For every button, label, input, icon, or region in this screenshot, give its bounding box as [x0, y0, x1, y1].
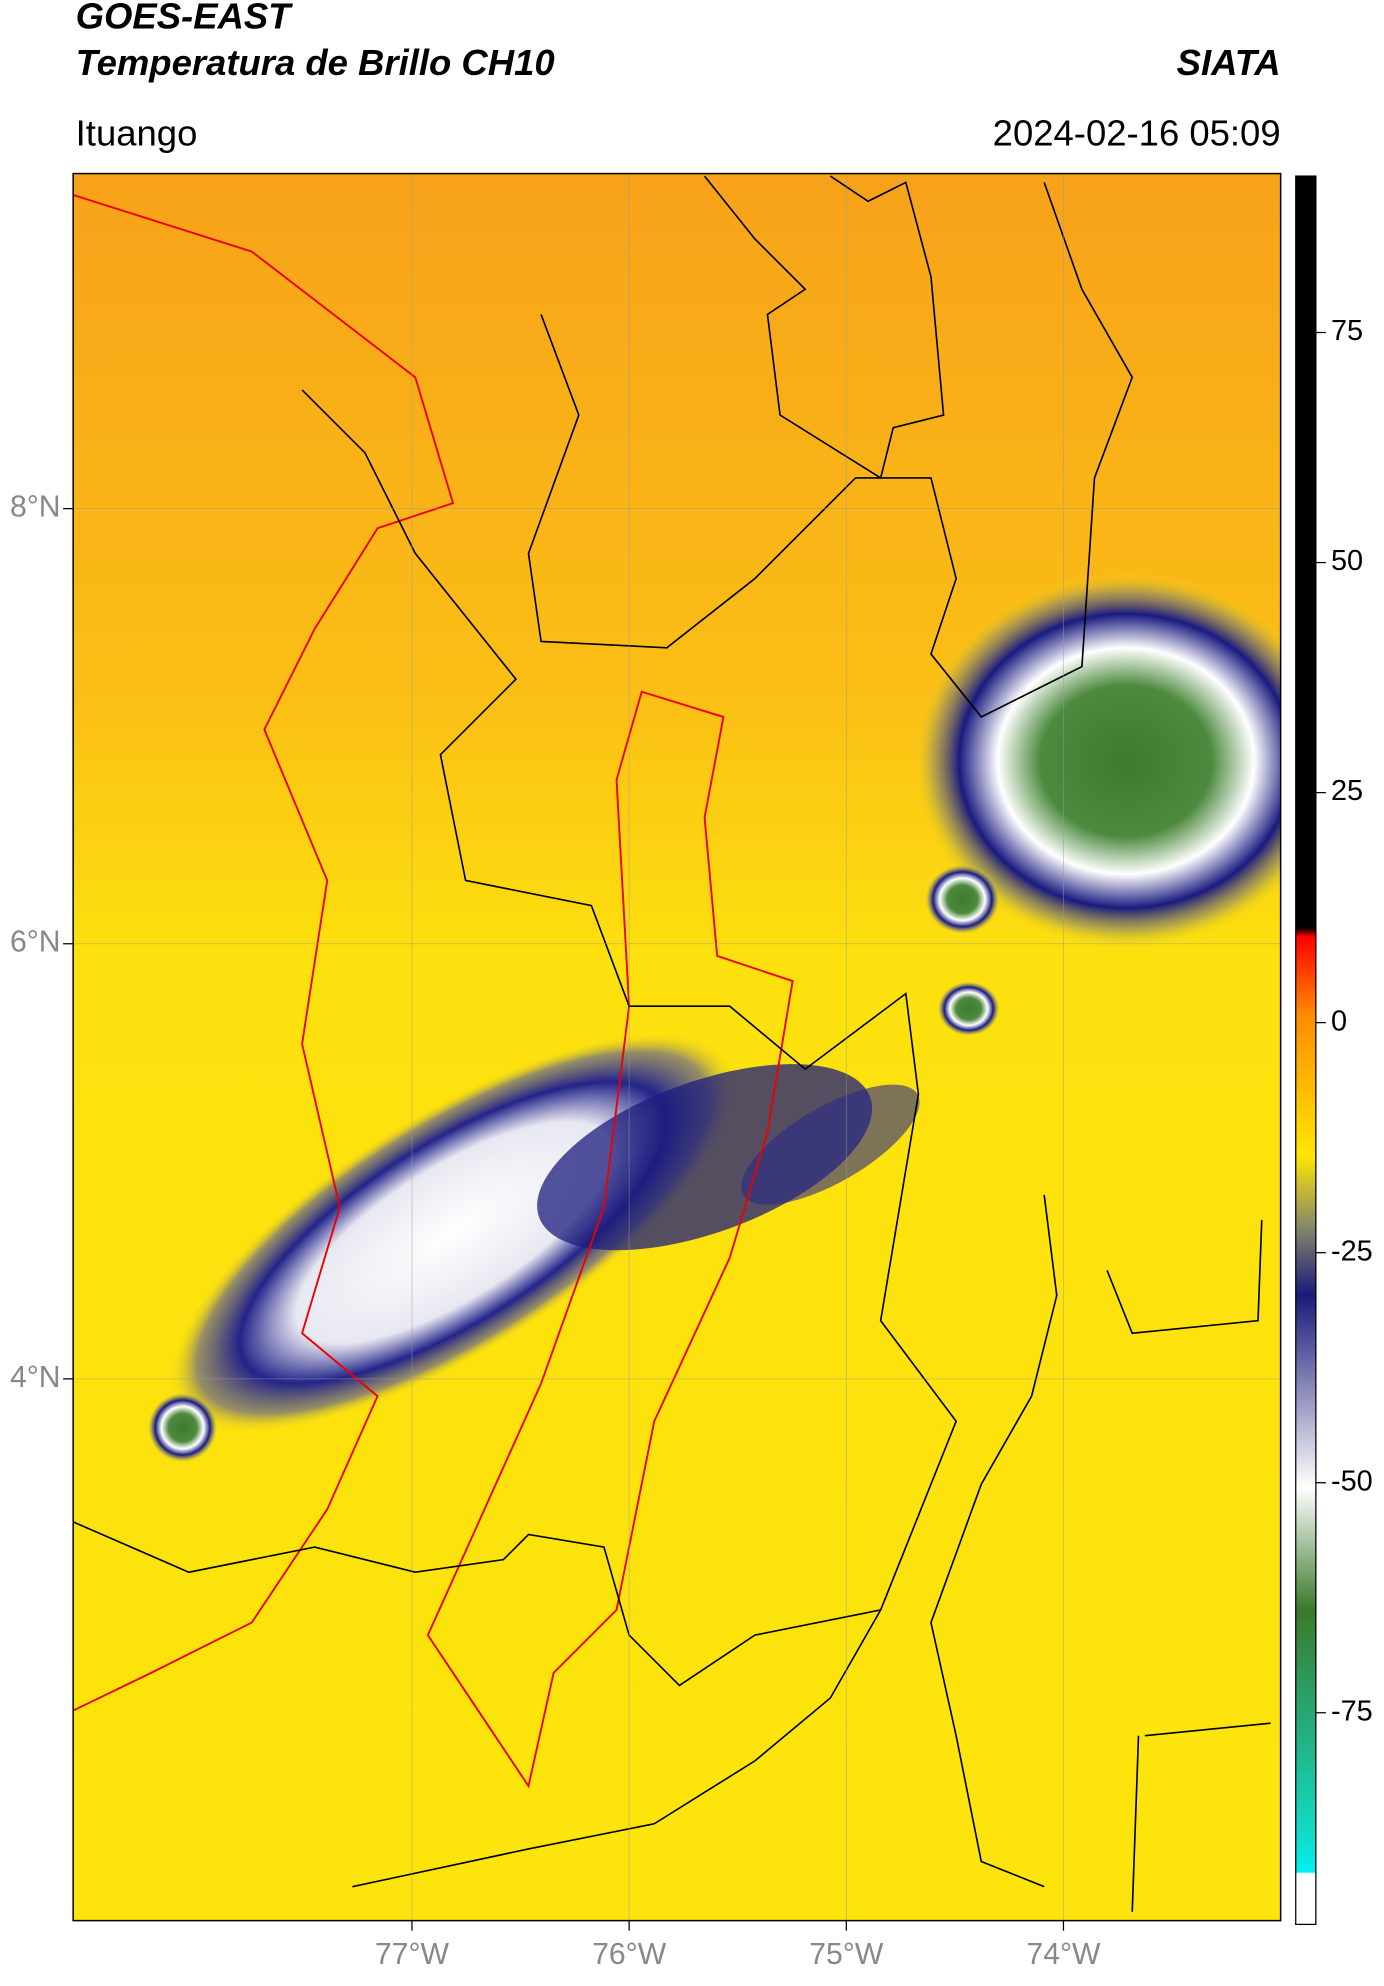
colorbar-tick-label: 0 — [1331, 1005, 1347, 1037]
title: GOES-EAST — [76, 0, 294, 37]
x-tick-label: 76°W — [592, 1938, 667, 1971]
subtitle: Temperatura de Brillo CH10 — [76, 42, 555, 83]
map-image — [73, 173, 1281, 1921]
x-tick-label: 77°W — [375, 1938, 450, 1971]
y-tick-label: 6°N — [10, 926, 61, 959]
datetime: 2024-02-16 05:09 — [993, 112, 1281, 153]
colorbar-tick-label: 50 — [1331, 545, 1363, 577]
colorbar-tick-label: 75 — [1331, 315, 1363, 347]
colorbar-tick-label: -75 — [1331, 1695, 1373, 1727]
y-tick-label: 8°N — [10, 491, 61, 524]
grid — [73, 173, 1281, 1921]
colorbar-tick-label: 25 — [1331, 775, 1363, 807]
colorbar-tick-label: -50 — [1331, 1465, 1373, 1497]
x-tick-label: 75°W — [809, 1938, 884, 1971]
organization: SIATA — [1177, 42, 1281, 83]
colorbar-tick-label: -25 — [1331, 1235, 1373, 1267]
location: Ituango — [76, 112, 198, 153]
x-tick-label: 74°W — [1026, 1938, 1101, 1971]
y-tick-label: 4°N — [10, 1361, 61, 1394]
map-frame — [72, 172, 1282, 1922]
colorbar — [1295, 175, 1317, 1926]
